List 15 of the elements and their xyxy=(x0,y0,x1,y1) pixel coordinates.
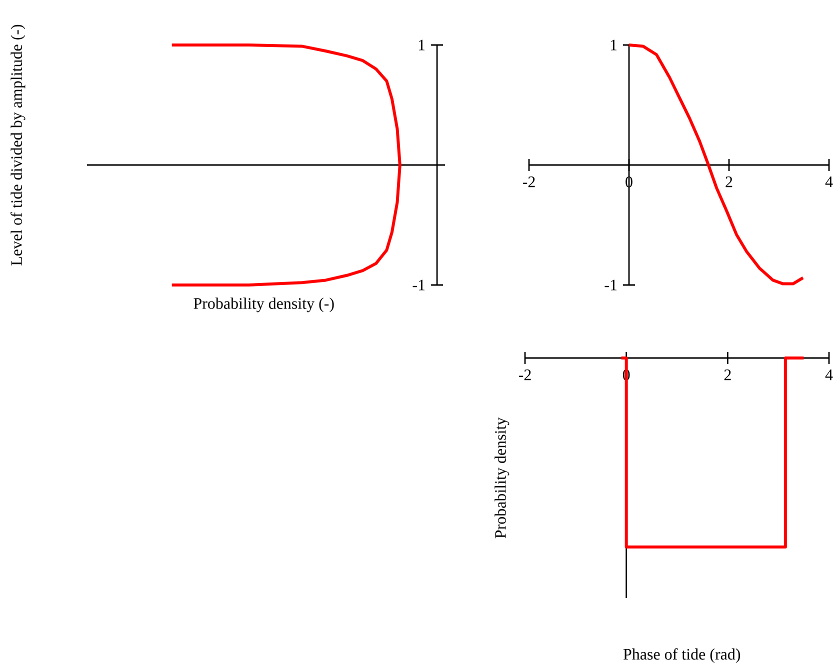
y-tick-label: -1 xyxy=(604,280,617,290)
x-tick-label: 2 xyxy=(724,370,731,380)
y-axis-title: Level of tide divided by amplitude (-) xyxy=(10,24,26,266)
x-tick-label: 4 xyxy=(825,176,833,188)
y-tick-label: 1 xyxy=(610,40,617,50)
line-series xyxy=(628,43,805,286)
x-tick-label: 4 xyxy=(825,370,833,380)
x-tick-label: -2 xyxy=(522,176,535,188)
x-axis-title: Probability density (-) xyxy=(194,298,334,312)
y-axis-title: Probability density xyxy=(494,417,510,538)
x-axis-title: Phase of tide (rad) xyxy=(623,648,740,663)
x-tick-label: 2 xyxy=(726,176,732,188)
x-tick-label: -2 xyxy=(518,370,531,380)
y-tick-label: -1 xyxy=(412,280,425,290)
y-tick-label: 1 xyxy=(418,40,425,50)
